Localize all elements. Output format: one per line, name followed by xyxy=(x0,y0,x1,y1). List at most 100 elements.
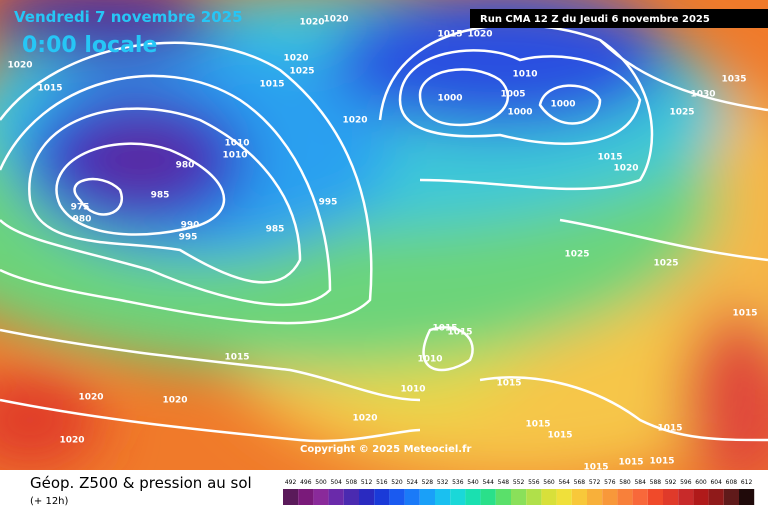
isobar-label: 1020 xyxy=(342,116,367,126)
scale-label: 592 xyxy=(665,479,677,486)
scale-swatch xyxy=(663,489,679,505)
isobar-label: 1015 xyxy=(432,324,457,334)
isobar-label: 1020 xyxy=(352,414,377,424)
run-box xyxy=(470,9,768,28)
scale-swatch xyxy=(678,489,694,505)
isobar-label: 980 xyxy=(73,215,92,225)
scale-label: 604 xyxy=(710,479,722,486)
scale-label: 500 xyxy=(315,479,327,486)
map-time: 0:00 locale xyxy=(22,33,157,58)
scale-label: 612 xyxy=(741,479,753,486)
labels-layer: 1020101598098597598099099598599510101010… xyxy=(7,15,757,473)
footer-lead: (+ 12h) xyxy=(30,496,69,507)
scale-label: 544 xyxy=(482,479,494,486)
isobar-label: 1020 xyxy=(283,54,308,64)
isobar-label: 1015 xyxy=(657,424,682,434)
background-field xyxy=(0,0,768,490)
isobar-label: 1015 xyxy=(525,420,550,430)
scale-label: 504 xyxy=(330,479,342,486)
color-scale: 492 496 500 504 508 512 516 520 524 528 532 536 540 5… xyxy=(283,479,755,505)
isobar-label: 1020 xyxy=(162,396,187,406)
scale-swatch xyxy=(313,489,329,505)
copyright: Copyright © 2025 Meteociel.fr xyxy=(300,444,471,455)
isobar-label: 1015 xyxy=(37,84,62,94)
scale-swatch xyxy=(526,489,542,505)
isobar-label: 1010 xyxy=(222,151,247,161)
isobar-label: 980 xyxy=(176,161,195,171)
isobar-label: 995 xyxy=(179,233,198,243)
isobar-label: 1020 xyxy=(299,18,324,28)
scale-label: 516 xyxy=(376,479,388,486)
scale-swatch xyxy=(419,489,435,505)
scale-label: 556 xyxy=(528,479,540,486)
map-date: Vendredi 7 novembre 2025 xyxy=(14,8,243,26)
isobar-label: 995 xyxy=(319,198,338,208)
scale-label: 572 xyxy=(589,479,601,486)
isobar-label: 1010 xyxy=(512,70,537,80)
isobar-label: 1015 xyxy=(547,431,572,441)
scale-label: 580 xyxy=(619,479,631,486)
isobar-label: 1020 xyxy=(323,15,348,25)
scale-swatch xyxy=(374,489,390,505)
scale-swatch xyxy=(693,489,709,505)
scale-label: 496 xyxy=(300,479,312,486)
scale-swatch xyxy=(450,489,466,505)
scale-swatch xyxy=(739,489,755,505)
isobar-label: 1015 xyxy=(447,328,472,338)
scale-label: 520 xyxy=(391,479,403,486)
scale-swatch xyxy=(404,489,420,505)
isobar-label: 1015 xyxy=(583,463,608,473)
scale-swatch xyxy=(632,489,648,505)
scale-swatch xyxy=(435,489,451,505)
isobar-label: 1015 xyxy=(437,30,462,40)
isobar-label: 1010 xyxy=(400,385,425,395)
isobar-label: 1015 xyxy=(597,153,622,163)
isobar-label: 1015 xyxy=(649,457,674,467)
scale-swatch xyxy=(465,489,481,505)
isobar-label: 1035 xyxy=(721,75,746,85)
scale-swatch xyxy=(328,489,344,505)
scale-swatch xyxy=(389,489,405,505)
scale-swatch xyxy=(343,489,359,505)
scale-label: 608 xyxy=(726,479,738,486)
scale-label: 584 xyxy=(634,479,646,486)
scale-swatch xyxy=(556,489,572,505)
isobar-label: 1020 xyxy=(7,61,32,71)
scale-swatch xyxy=(359,489,375,505)
isobar-label: 1005 xyxy=(500,90,525,100)
isobar-label: 1025 xyxy=(653,259,678,269)
isobar-label: 1015 xyxy=(224,353,249,363)
scale-swatch xyxy=(541,489,557,505)
isobar-label: 1020 xyxy=(59,436,84,446)
scale-label: 536 xyxy=(452,479,464,486)
scale-swatch xyxy=(587,489,603,505)
isobar-label: 1000 xyxy=(437,94,462,104)
scale-label: 564 xyxy=(558,479,570,486)
isobar-label: 1010 xyxy=(224,139,249,149)
scale-label: 512 xyxy=(361,479,373,486)
run-info: Run CMA 12 Z du Jeudi 6 novembre 2025 xyxy=(480,14,710,25)
isobar-label: 1025 xyxy=(564,250,589,260)
scale-label: 540 xyxy=(467,479,479,486)
scale-label: 532 xyxy=(437,479,449,486)
isobar-label: 1015 xyxy=(496,379,521,389)
isobar-label: 985 xyxy=(266,225,285,235)
isobar-label: 990 xyxy=(181,221,200,231)
isobar-label: 1000 xyxy=(507,108,532,118)
scale-label: 568 xyxy=(574,479,586,486)
isobar-label: 1020 xyxy=(613,164,638,174)
isobar-label: 1030 xyxy=(690,90,715,100)
scale-swatch xyxy=(495,489,511,505)
scale-label: 596 xyxy=(680,479,692,486)
scale-swatch xyxy=(571,489,587,505)
isobar-label: 1025 xyxy=(289,67,314,77)
isobar-label: 1020 xyxy=(78,393,103,403)
scale-label: 524 xyxy=(406,479,418,486)
isobar-label: 985 xyxy=(151,191,170,201)
isobar-label: 1000 xyxy=(550,100,575,110)
isobar-label: 1010 xyxy=(417,355,442,365)
scale-swatch xyxy=(480,489,496,505)
footer-title: Géop. Z500 & pression au sol xyxy=(30,474,252,492)
isobar-label: 1015 xyxy=(732,309,757,319)
